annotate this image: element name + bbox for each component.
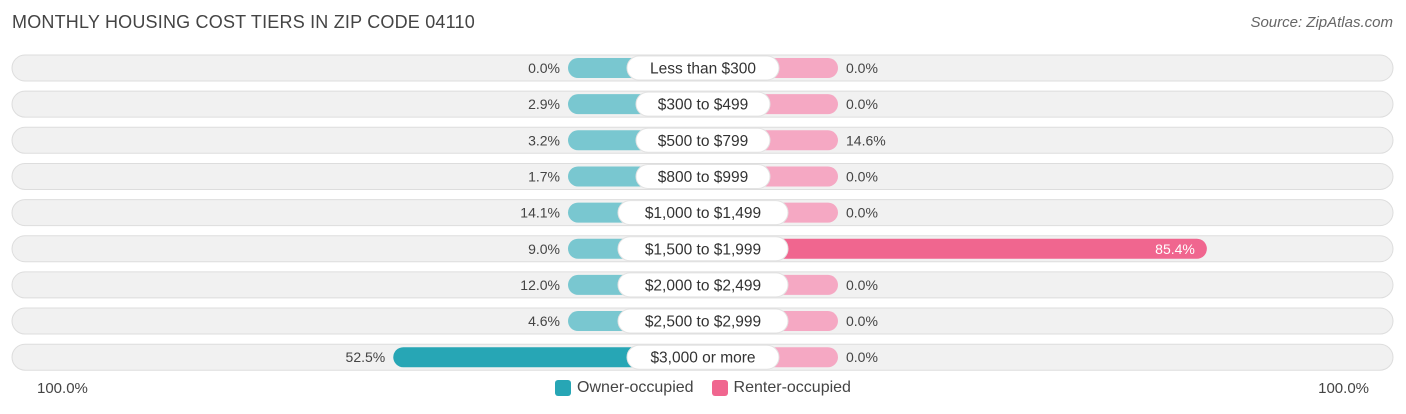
chart-row: 52.5% 0.0% $3,000 or more <box>11 343 1394 371</box>
owner-value-label: 9.0% <box>528 241 560 257</box>
owner-value-label: 4.6% <box>528 313 560 329</box>
source-note: Source: ZipAtlas.com <box>1250 14 1393 31</box>
renter-value-label: 0.0% <box>846 313 878 329</box>
owner-value-label: 3.2% <box>528 132 560 148</box>
owner-value-label: 14.1% <box>520 205 560 221</box>
category-label: Less than $300 <box>650 61 756 78</box>
category-label: $3,000 or more <box>650 350 755 367</box>
legend-item-renter[interactable]: Renter-occupied <box>711 379 851 397</box>
owner-value-label: 12.0% <box>520 277 560 293</box>
renter-value-label: 0.0% <box>846 277 878 293</box>
chart-row: 9.0% 85.4% $1,500 to $1,999 <box>11 235 1394 263</box>
legend-label-renter: Renter-occupied <box>733 379 851 396</box>
category-label: $800 to $999 <box>658 169 749 186</box>
chart-title: MONTHLY HOUSING COST TIERS IN ZIP CODE 0… <box>12 12 475 32</box>
renter-bar <box>703 238 1207 259</box>
category-pill <box>635 91 771 117</box>
chart-row: 0.0% 0.0% Less than $300 <box>11 54 1394 82</box>
owner-bar <box>393 347 703 368</box>
owner-value-label: 2.9% <box>528 96 560 112</box>
category-label: $2,500 to $2,999 <box>645 314 761 331</box>
renter-value-label: 14.6% <box>846 132 886 148</box>
chart-row: 14.1% 0.0% $1,000 to $1,499 <box>11 199 1394 227</box>
legend-swatch-renter <box>711 380 728 396</box>
owner-value-label: 52.5% <box>346 349 386 365</box>
renter-value-label: 0.0% <box>846 349 878 365</box>
category-label: $1,500 to $1,999 <box>645 241 761 258</box>
chart-row: 12.0% 0.0% $2,000 to $2,499 <box>11 271 1394 299</box>
legend-swatch-owner <box>555 380 572 396</box>
category-pill <box>635 163 771 189</box>
renter-value-label: 85.4% <box>1155 241 1195 257</box>
category-pill <box>617 236 789 262</box>
legend-label-owner: Owner-occupied <box>577 379 694 396</box>
owner-value-label: 1.7% <box>528 168 560 184</box>
category-pill <box>617 200 789 226</box>
chart-row: 3.2% 14.6% $500 to $799 <box>11 126 1394 154</box>
category-pill <box>626 344 780 370</box>
renter-value-label: 0.0% <box>846 96 878 112</box>
legend-item-owner[interactable]: Owner-occupied <box>555 379 694 397</box>
renter-value-label: 0.0% <box>846 168 878 184</box>
renter-value-label: 0.0% <box>846 60 878 76</box>
renter-value-label: 0.0% <box>846 205 878 221</box>
category-label: $300 to $499 <box>658 97 749 114</box>
category-pill <box>617 272 789 298</box>
category-label: $2,000 to $2,499 <box>645 277 761 294</box>
chart-row: 2.9% 0.0% $300 to $499 <box>11 90 1394 118</box>
chart-row: 4.6% 0.0% $2,500 to $2,999 <box>11 307 1394 335</box>
category-pill <box>617 308 789 334</box>
category-label: $1,000 to $1,499 <box>645 205 761 222</box>
category-label: $500 to $799 <box>658 133 749 150</box>
axis-right-label: 100.0% <box>1318 380 1369 397</box>
category-pill <box>635 127 771 153</box>
axis-left-label: 100.0% <box>37 380 88 397</box>
category-pill <box>626 55 780 81</box>
chart-row: 1.7% 0.0% $800 to $999 <box>11 162 1394 190</box>
owner-value-label: 0.0% <box>528 60 560 76</box>
legend: Owner-occupied Renter-occupied <box>0 379 1406 397</box>
